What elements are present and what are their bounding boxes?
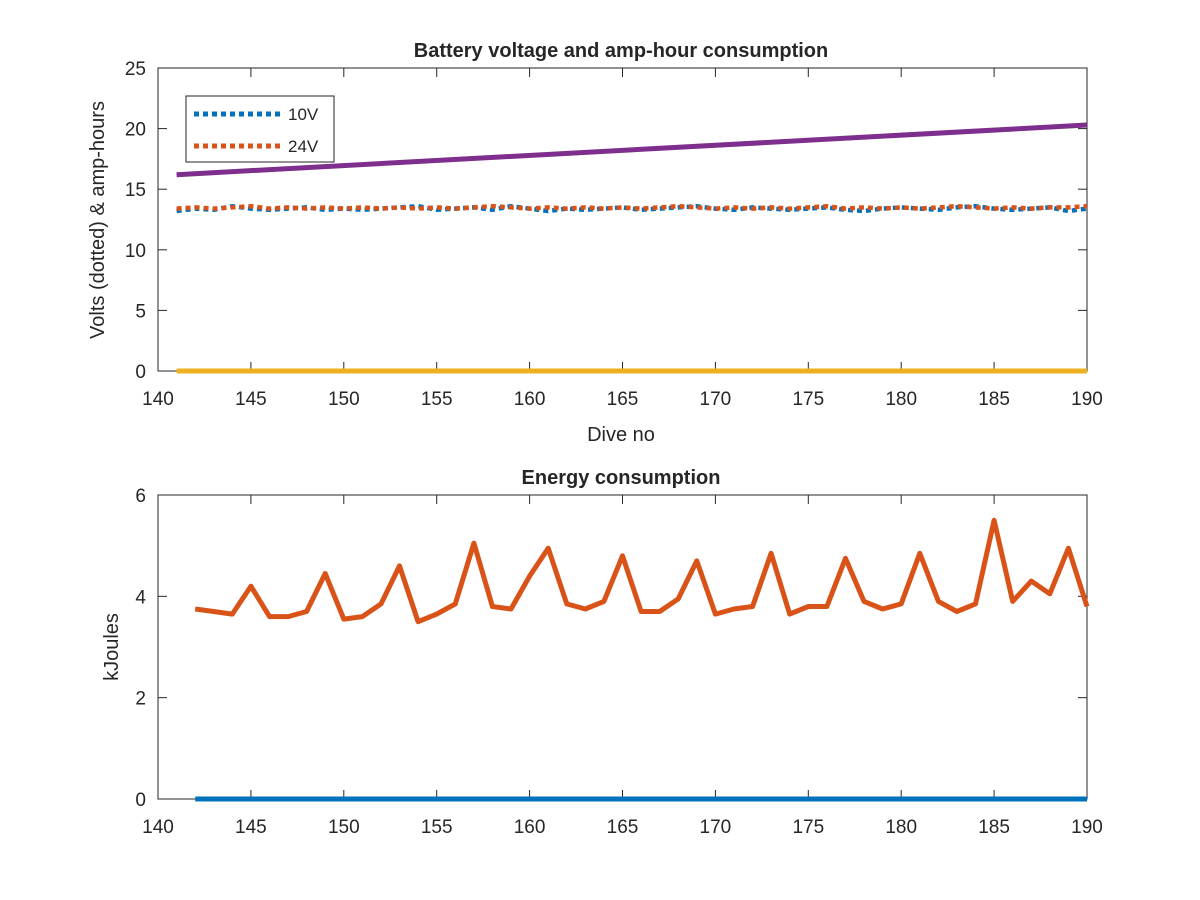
x-tick-label: 190 [1071, 817, 1103, 838]
x-tick-label: 190 [1071, 389, 1103, 410]
x-tick-label: 145 [235, 817, 267, 838]
tick-labels: 140 145 150 155 160 165 170 175 180 185 190 0 5 10 15 2… [125, 59, 1103, 410]
y-tick-label: 10 [125, 241, 146, 262]
y-axis-label: Volts (dotted) & amp-hours [87, 101, 109, 339]
series-line-24v [176, 203, 1088, 211]
x-tick-label: 160 [514, 389, 546, 410]
y-tick-label: 0 [135, 362, 146, 383]
tick-labels: 140 145 150 155 160 165 170 175 180 185 190 0 2 4 6 [135, 486, 1102, 838]
series-group [194, 517, 1090, 802]
series-line-2 [176, 122, 1088, 178]
chart-title: Energy consumption [522, 467, 721, 489]
x-tick-label: 140 [142, 389, 174, 410]
y-tick-label: 15 [125, 180, 146, 201]
x-tick-label: 165 [607, 817, 639, 838]
x-tick-label: 150 [328, 817, 360, 838]
series-group [176, 122, 1088, 374]
series-line-0 [194, 517, 1090, 625]
y-tick-label: 6 [135, 486, 146, 507]
legend-label-10v: 10V [288, 105, 319, 124]
plot-area-frame [157, 494, 1088, 800]
x-tick-label: 155 [421, 817, 453, 838]
x-tick-label: 185 [978, 389, 1010, 410]
y-tick-label: 5 [135, 301, 146, 322]
y-tick-label: 0 [135, 790, 146, 811]
x-tick-label: 180 [885, 389, 917, 410]
x-tick-label: 150 [328, 389, 360, 410]
legend-label-24v: 24V [288, 137, 319, 156]
x-tick-label: 170 [700, 389, 732, 410]
x-tick-label: 165 [607, 389, 639, 410]
y-tick-label: 20 [125, 120, 146, 141]
y-tick-label: 4 [135, 587, 146, 608]
y-tick-label: 25 [125, 59, 146, 80]
x-axis-label: Dive no [587, 424, 655, 446]
legend: 10V 24V [185, 95, 335, 163]
x-tick-label: 175 [792, 389, 824, 410]
x-tick-label: 160 [514, 817, 546, 838]
legend-box [185, 95, 335, 163]
x-tick-label: 175 [792, 817, 824, 838]
voltage-amphour-plot: Battery voltage and amp-hour consumption… [87, 40, 1103, 446]
y-axis-label: kJoules [101, 613, 123, 681]
x-tick-label: 185 [978, 817, 1010, 838]
chart-title: Battery voltage and amp-hour consumption [414, 40, 828, 62]
x-tick-label: 180 [885, 817, 917, 838]
energy-consumption-plot: Energy consumption 140 145 150 155 160 165 170… [101, 467, 1103, 838]
y-tick-label: 2 [135, 689, 146, 710]
x-tick-label: 140 [142, 817, 174, 838]
x-tick-label: 170 [700, 817, 732, 838]
x-tick-label: 155 [421, 389, 453, 410]
x-tick-label: 145 [235, 389, 267, 410]
